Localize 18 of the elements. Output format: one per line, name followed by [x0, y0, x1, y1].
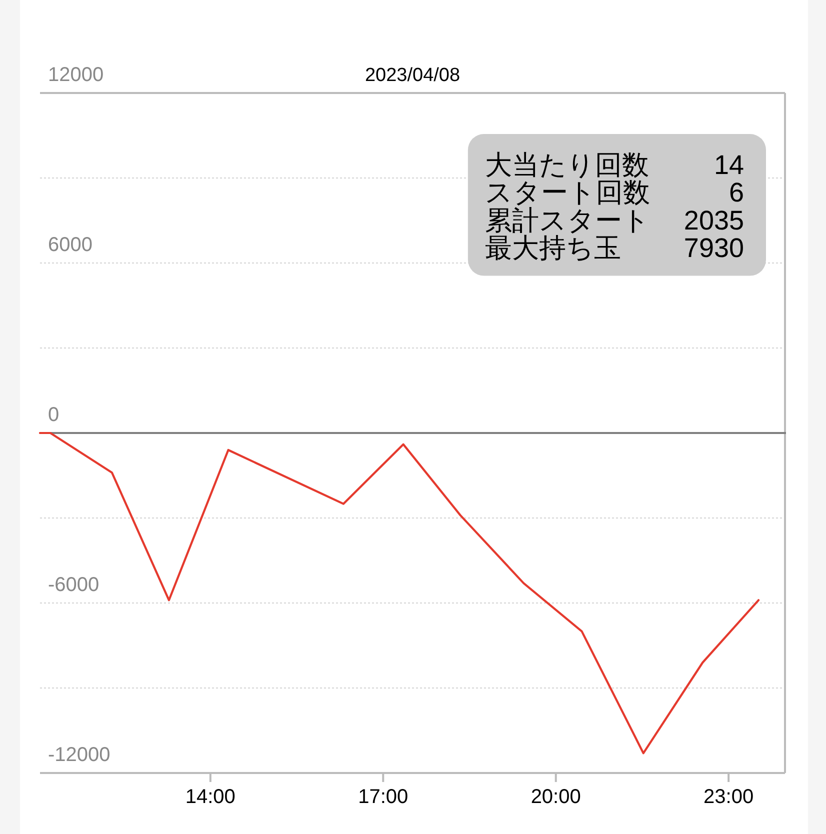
info-label: 累計スタート [484, 205, 650, 236]
y-tick-label: 0 [48, 404, 60, 426]
y-tick-label: 12000 [48, 64, 104, 86]
x-tick-label: 14:00 [185, 786, 236, 808]
y-tick-label: -12000 [48, 744, 110, 766]
x-tick-label: 20:00 [530, 786, 581, 808]
x-tick-label: 23:00 [704, 786, 754, 808]
y-tick-label: 6000 [48, 234, 92, 256]
info-label: 最大持ち玉 [484, 232, 621, 263]
info-label: スタート回数 [484, 178, 650, 208]
info-label: 大当たり回数 [484, 150, 649, 180]
y-tick-label: -6000 [48, 574, 100, 596]
x-tick-label: 17:00 [358, 786, 408, 808]
info-value: 7930 [684, 232, 744, 263]
title: 2023/04/08 [364, 65, 460, 86]
info-value: 2035 [684, 205, 744, 236]
info-value: 14 [714, 150, 744, 180]
info-value: 6 [728, 178, 744, 208]
